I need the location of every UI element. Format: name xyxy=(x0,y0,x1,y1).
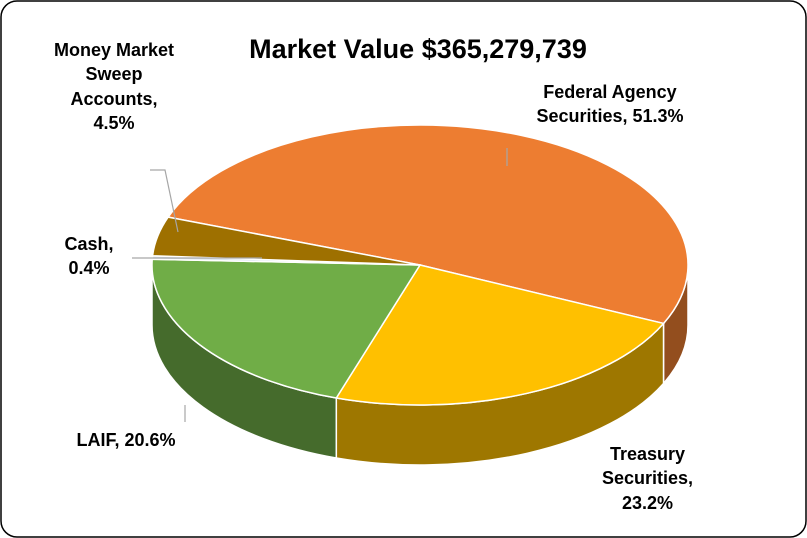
data-label: Federal Agency Securities, 51.3% xyxy=(536,82,684,127)
pie xyxy=(151,124,689,466)
slice xyxy=(151,216,421,266)
slice xyxy=(335,264,665,406)
data-label: Treasury Securities, 23.2% xyxy=(601,444,694,513)
leader-line xyxy=(150,169,179,233)
slice xyxy=(151,258,422,399)
leader-lines xyxy=(132,148,508,422)
data-label: Money Market Sweep Accounts, 4.5% xyxy=(53,40,175,133)
data-label: Cash, 0.4% xyxy=(64,234,114,279)
chart-title: Market Value $365,279,739 xyxy=(249,34,587,64)
slice xyxy=(166,124,689,325)
data-label: LAIF, 20.6% xyxy=(76,430,176,450)
